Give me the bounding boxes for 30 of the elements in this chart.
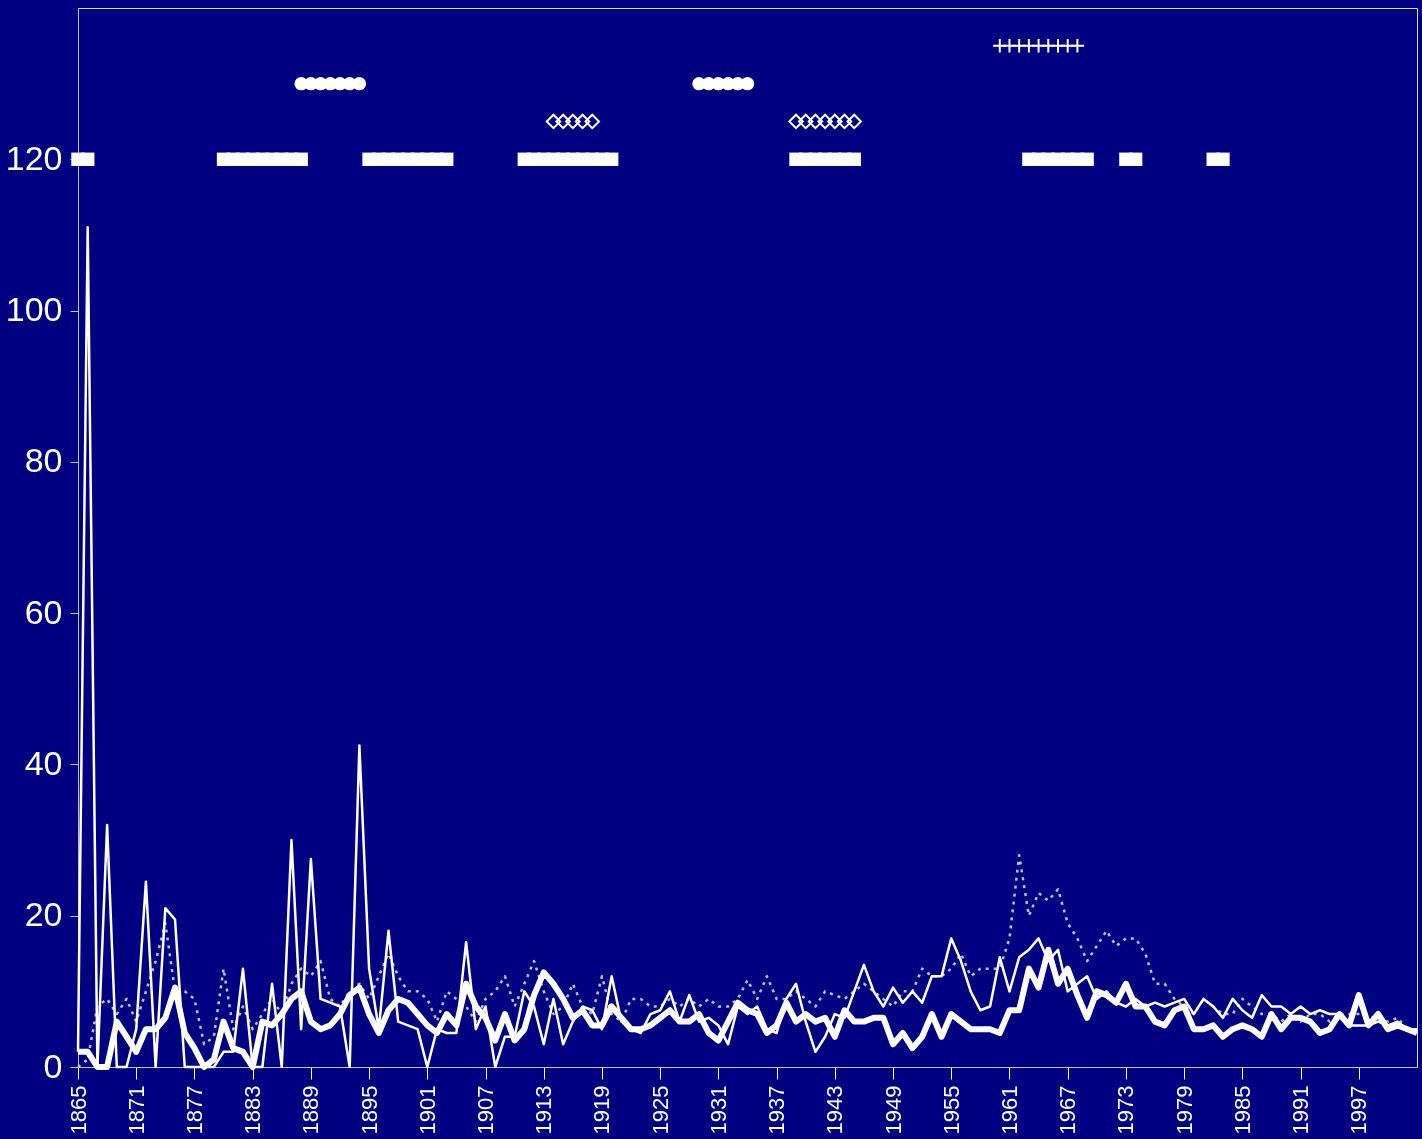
x-tick-label: 1961 (996, 1085, 1022, 1135)
x-tick-label: 1895 (356, 1085, 382, 1135)
x-tick-label: 1991 (1288, 1085, 1314, 1135)
y-tick-label: 60 (24, 592, 63, 631)
x-tick-label: 1943 (822, 1085, 848, 1135)
x-tick-label: 1949 (880, 1085, 906, 1135)
y-tick-label: 20 (24, 895, 63, 934)
x-tick-label: 1865 (65, 1085, 91, 1135)
x-tick-label: 1871 (123, 1085, 149, 1135)
x-tick-label: 1979 (1171, 1085, 1197, 1135)
x-tick-label: 1931 (705, 1085, 731, 1135)
y-tick-label: 0 (43, 1046, 63, 1085)
x-tick-label: 1925 (647, 1085, 673, 1135)
x-tick-label: 1883 (240, 1085, 266, 1135)
x-tick-label: 1877 (181, 1085, 207, 1135)
y-tick-label: 40 (24, 743, 63, 782)
x-tick-label: 1985 (1229, 1085, 1255, 1135)
x-tick-label: 1997 (1346, 1085, 1372, 1135)
x-tick-label: 1955 (938, 1085, 964, 1135)
x-tick-label: 1967 (1055, 1085, 1081, 1135)
x-tick-label: 1919 (589, 1085, 615, 1135)
y-tick-label: 120 (5, 138, 63, 177)
y-tick-label: 100 (5, 290, 63, 329)
x-tick-label: 1901 (414, 1085, 440, 1135)
y-tick-label: 80 (24, 441, 63, 480)
x-tick-label: 1973 (1113, 1085, 1139, 1135)
x-tick-label: 1937 (764, 1085, 790, 1135)
x-tick-label: 1913 (531, 1085, 557, 1135)
x-tick-label: 1907 (473, 1085, 499, 1135)
x-tick-label: 1889 (298, 1085, 324, 1135)
